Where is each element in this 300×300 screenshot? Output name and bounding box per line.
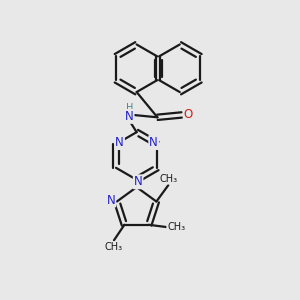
- Text: N: N: [149, 136, 158, 149]
- Text: N: N: [115, 136, 124, 149]
- Text: O: O: [184, 108, 193, 122]
- Text: CH₃: CH₃: [167, 222, 185, 232]
- Text: N: N: [125, 110, 134, 123]
- Text: H: H: [125, 103, 133, 113]
- Text: N: N: [106, 194, 115, 206]
- Text: CH₃: CH₃: [105, 242, 123, 252]
- Text: CH₃: CH₃: [160, 174, 178, 184]
- Text: N: N: [134, 175, 142, 188]
